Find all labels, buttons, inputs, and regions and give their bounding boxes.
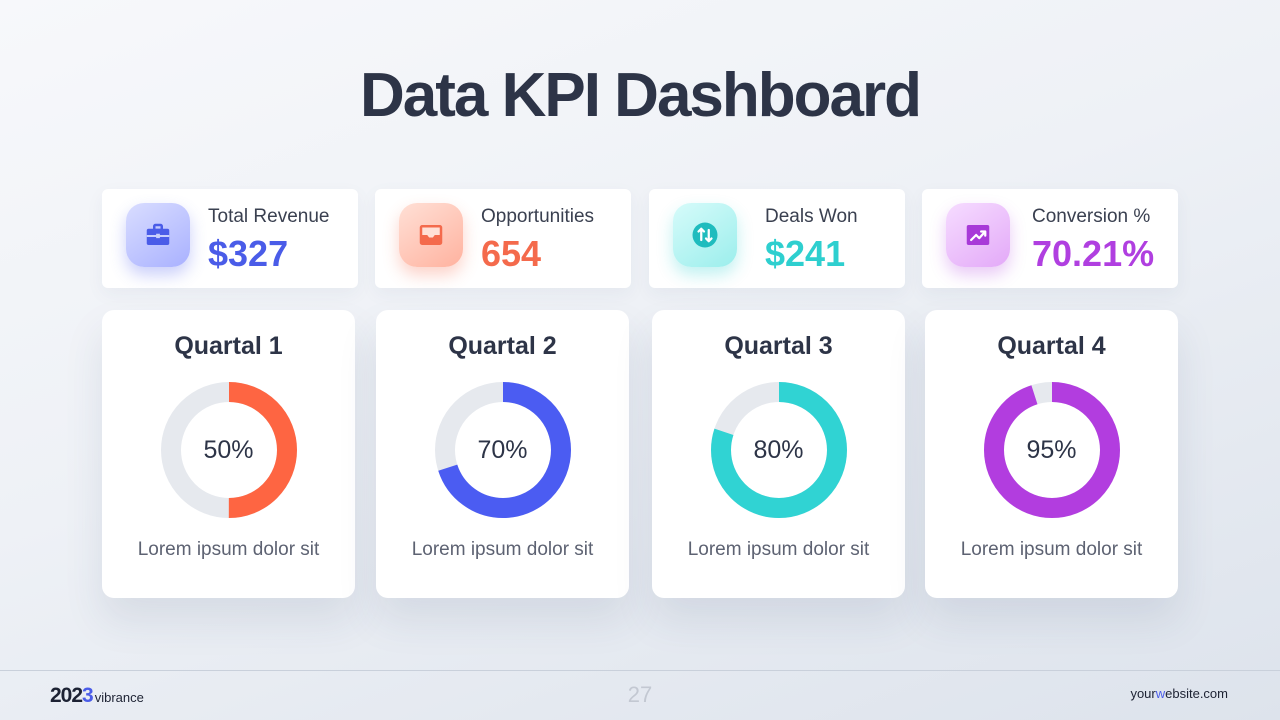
brand-year-accent: 3 xyxy=(82,684,94,707)
website-text: your xyxy=(1130,686,1156,701)
page-title: Data KPI Dashboard xyxy=(359,61,922,130)
chart-title: Quartal 1 xyxy=(174,332,283,360)
donut-chart xyxy=(435,382,571,518)
brand-name: vibrance xyxy=(94,690,144,705)
donut-center-label: 80% xyxy=(753,436,804,464)
chart-caption: Lorem ipsum dolor sit xyxy=(687,539,870,560)
brand-logo: 2023 vibrance xyxy=(50,684,144,708)
trend-up-icon xyxy=(946,203,1010,267)
kpi-card-deals-won: Deals Won $241 xyxy=(649,189,905,288)
swap-arrows-icon xyxy=(673,203,737,267)
donut-center-label: 95% xyxy=(1026,436,1077,464)
kpi-label: Total Revenue xyxy=(208,206,330,227)
donut-value-slice xyxy=(161,382,297,518)
inbox-icon xyxy=(399,203,463,267)
chart-title: Quartal 3 xyxy=(724,332,833,360)
website-link[interactable]: yourwebsite.com xyxy=(1130,686,1228,701)
website-accent: w xyxy=(1155,686,1166,701)
kpi-card-conversion: Conversion % 70.21% xyxy=(922,189,1178,288)
page-number: 27 xyxy=(627,682,653,707)
quarter-card-2: Quartal 2 70% Lorem ipsum dolor sit xyxy=(376,310,629,598)
kpi-value: $241 xyxy=(765,233,846,274)
kpi-label: Opportunities xyxy=(481,206,595,227)
donut-value-slice xyxy=(711,382,847,518)
quarter-card-1: Quartal 1 50% Lorem ipsum dolor sit xyxy=(102,310,355,598)
brand-year: 202 xyxy=(50,684,83,707)
quarter-card-3: Quartal 3 80% Lorem ipsum dolor sit xyxy=(652,310,905,598)
kpi-value: 654 xyxy=(481,233,542,274)
chart-title: Quartal 2 xyxy=(448,332,557,360)
donut-chart xyxy=(984,382,1120,518)
kpi-value: 70.21% xyxy=(1032,233,1155,274)
chart-caption: Lorem ipsum dolor sit xyxy=(960,539,1143,560)
donut-chart xyxy=(711,382,847,518)
kpi-label: Deals Won xyxy=(765,206,858,227)
quarter-card-4: Quartal 4 95% Lorem ipsum dolor sit xyxy=(925,310,1178,598)
kpi-card-opportunities: Opportunities 654 xyxy=(375,189,631,288)
kpi-card-total-revenue: Total Revenue $327 xyxy=(102,189,358,288)
briefcase-icon xyxy=(126,203,190,267)
donut-value-slice xyxy=(435,382,571,518)
donut-center-label: 50% xyxy=(203,436,254,464)
footer-divider xyxy=(0,670,1280,671)
kpi-value: $327 xyxy=(208,233,289,274)
website-text-end: ebsite.com xyxy=(1165,686,1228,701)
donut-center-label: 70% xyxy=(477,436,528,464)
kpi-label: Conversion % xyxy=(1032,206,1151,227)
donut-value-slice xyxy=(984,382,1120,518)
chart-caption: Lorem ipsum dolor sit xyxy=(137,539,320,560)
chart-title: Quartal 4 xyxy=(997,332,1106,360)
chart-caption: Lorem ipsum dolor sit xyxy=(411,539,594,560)
donut-chart xyxy=(161,382,297,518)
